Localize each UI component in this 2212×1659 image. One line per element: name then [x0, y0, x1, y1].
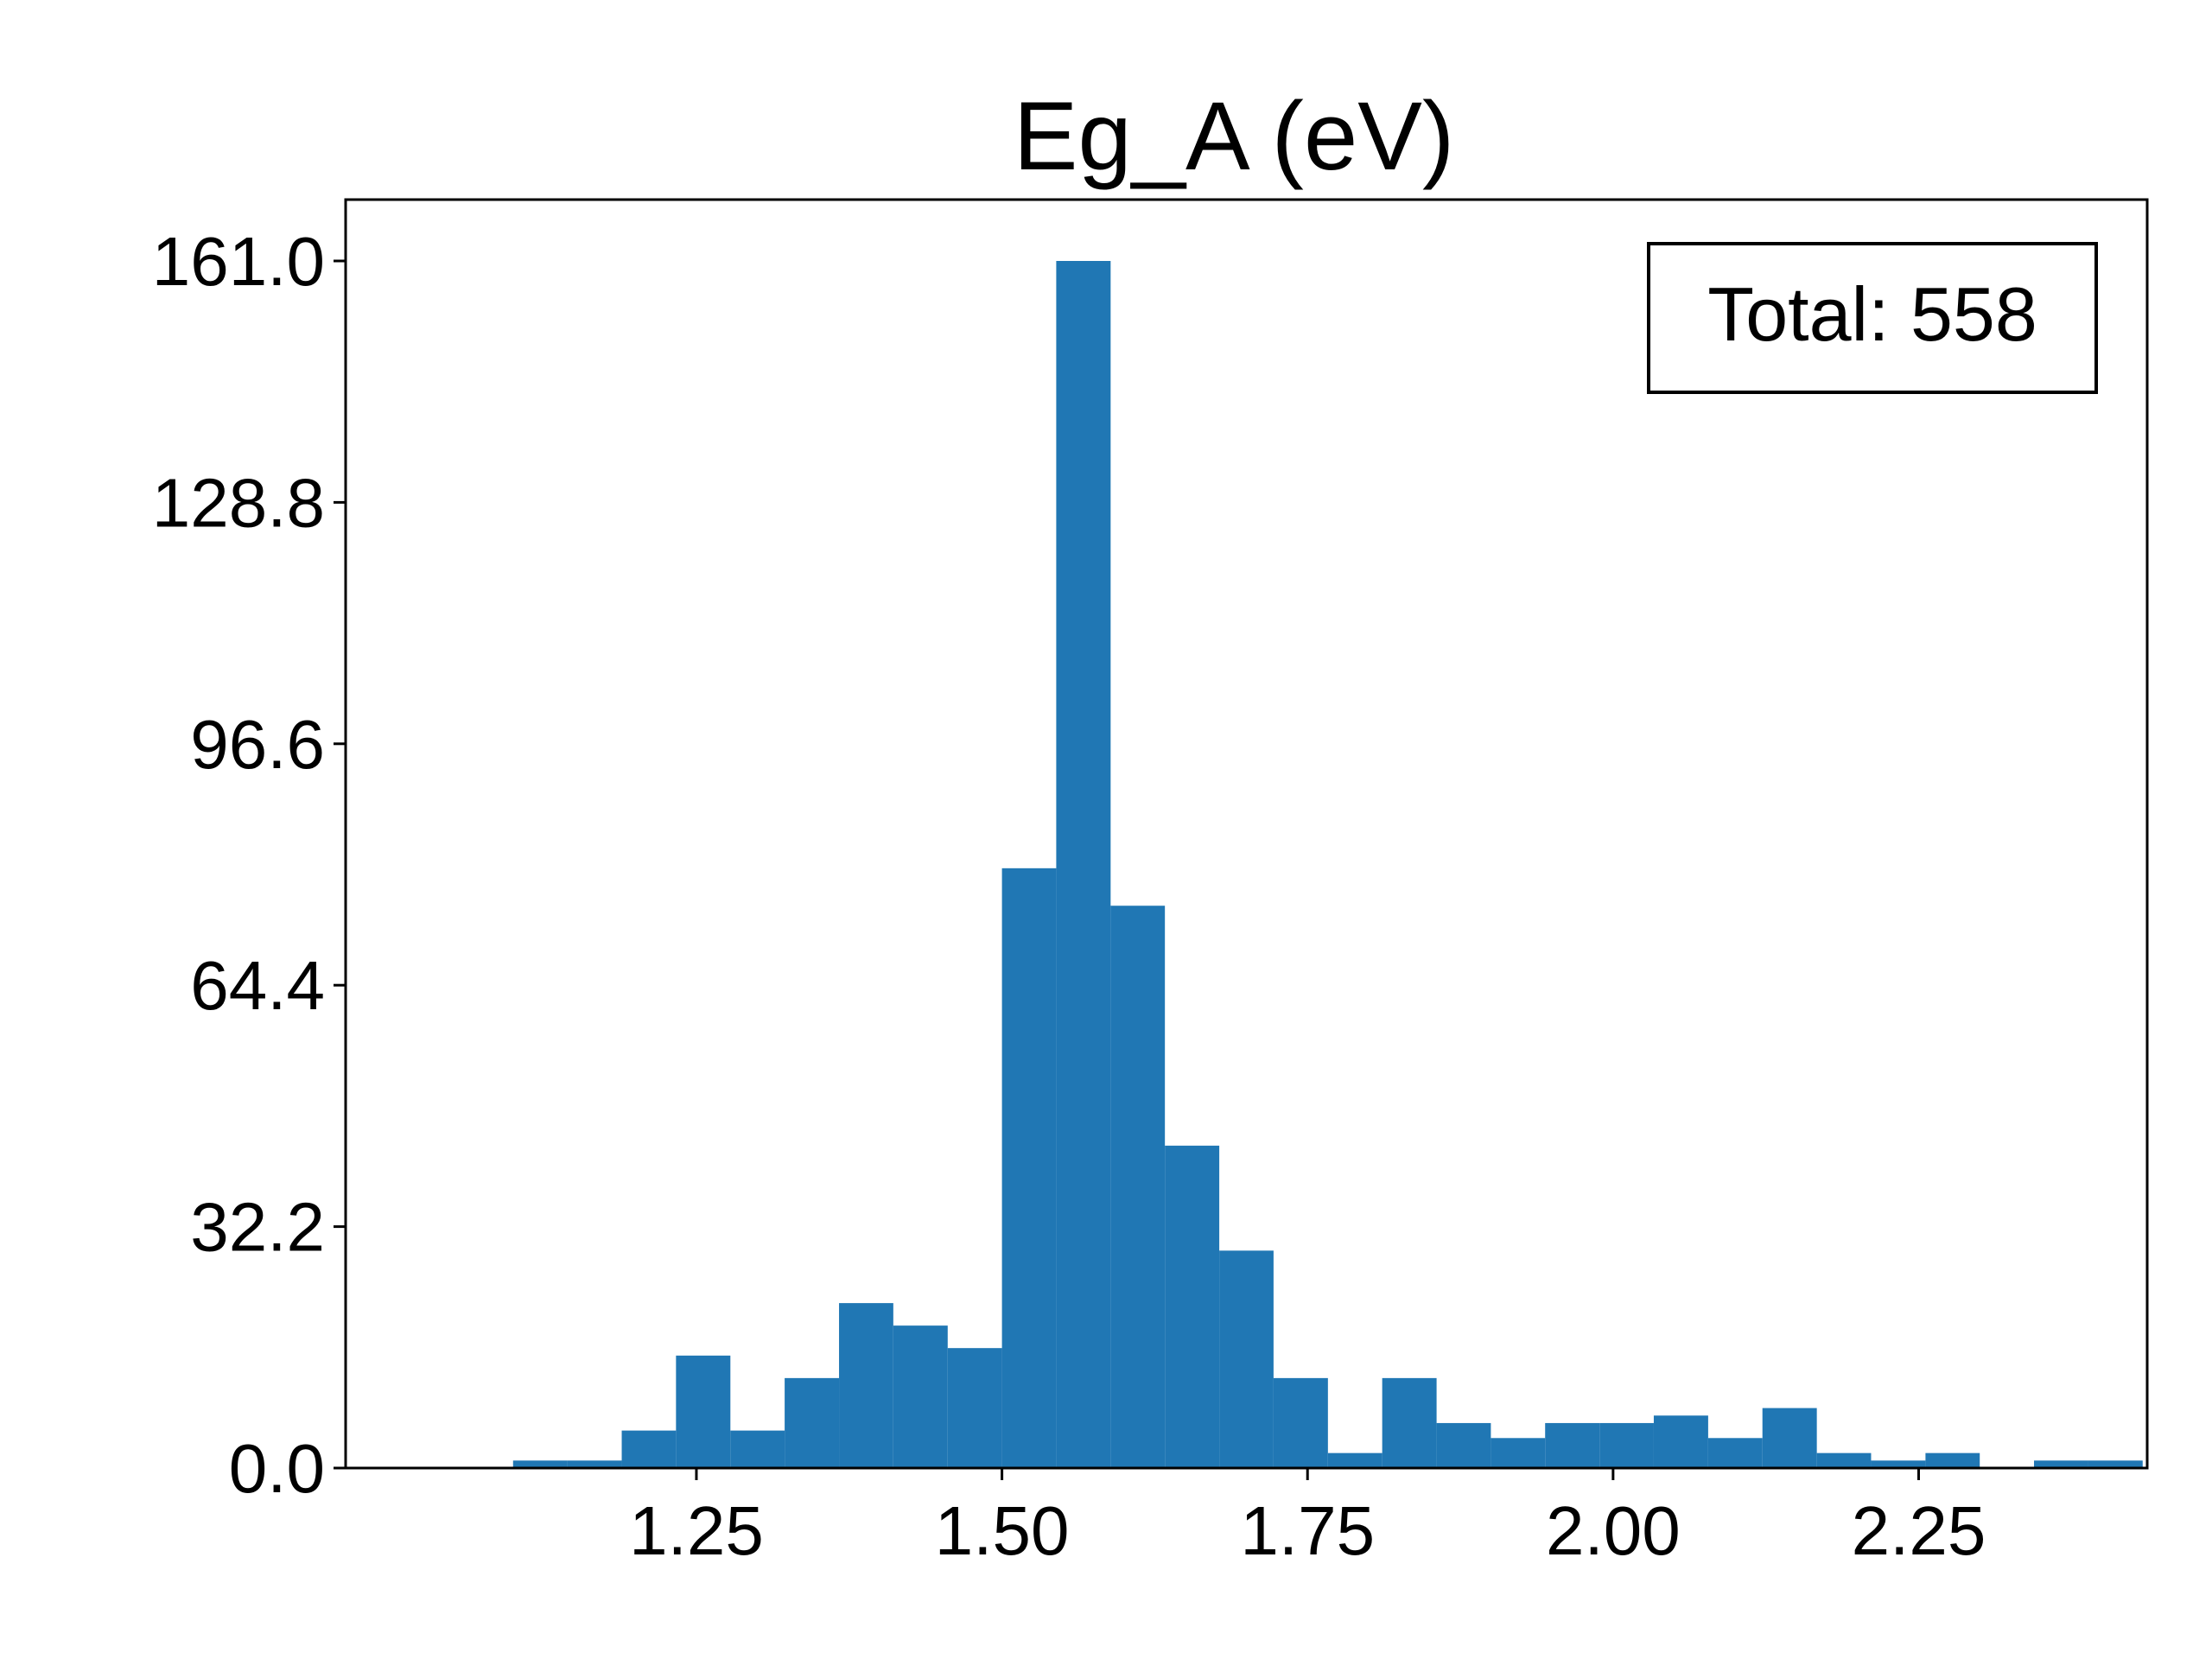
- histogram-bar: [1219, 1250, 1274, 1468]
- histogram-bar: [1273, 1377, 1328, 1468]
- histogram-bar: [1382, 1377, 1437, 1468]
- chart-title: Eg_A (eV): [1014, 82, 1455, 190]
- y-tick-label: 128.8: [152, 464, 325, 541]
- histogram-bar: [1110, 906, 1166, 1468]
- annotation-frame: [1647, 242, 2098, 394]
- histogram-bar: [1925, 1452, 1980, 1468]
- x-tick-label: 1.50: [935, 1492, 1070, 1569]
- x-tick-label: 1.25: [629, 1492, 764, 1569]
- histogram-bar: [1871, 1460, 1926, 1468]
- y-tick-label: 32.2: [190, 1189, 325, 1266]
- histogram-bar: [1001, 868, 1057, 1468]
- histogram-bar: [676, 1355, 731, 1468]
- x-tick-label: 2.00: [1546, 1492, 1681, 1569]
- y-tick-label: 64.4: [190, 947, 325, 1024]
- histogram-bar: [839, 1303, 893, 1468]
- histogram-bar: [1327, 1452, 1382, 1468]
- histogram-bar: [1762, 1408, 1817, 1468]
- annotation-text: Total: 558: [1707, 271, 2037, 357]
- annotation-box: Total: 558: [1647, 242, 2098, 394]
- histogram-bar: [1165, 1145, 1220, 1468]
- bars-group: [512, 261, 2143, 1468]
- x-tick-label: 2.25: [1852, 1492, 1986, 1569]
- histogram-bar: [1056, 261, 1111, 1468]
- histogram-bar: [567, 1460, 622, 1468]
- histogram-bar: [1491, 1438, 1546, 1468]
- y-tick-label: 0.0: [229, 1430, 325, 1507]
- histogram-bar: [512, 1460, 568, 1468]
- x-axis-ticks: 1.25 1.50 1.75 2.00 2.25: [629, 1468, 1986, 1569]
- y-tick-label: 96.6: [190, 706, 325, 783]
- histogram-bar: [2034, 1460, 2088, 1468]
- histogram-bar: [785, 1377, 840, 1468]
- histogram-bar: [2088, 1460, 2143, 1468]
- histogram-bar: [1599, 1422, 1654, 1468]
- histogram-bar: [1436, 1422, 1491, 1468]
- y-axis-ticks: 0.0 32.2 64.4 96.6 128.8 161.0: [152, 223, 346, 1507]
- plot-frame: [344, 198, 2149, 1470]
- histogram-bar: [1816, 1452, 1872, 1468]
- histogram-bar: [1653, 1415, 1708, 1468]
- histogram-bar: [893, 1325, 948, 1468]
- y-tick-label: 161.0: [152, 223, 325, 300]
- histogram-bar: [1707, 1438, 1763, 1468]
- histogram-bar: [730, 1430, 785, 1468]
- histogram-bar: [621, 1430, 677, 1468]
- histogram-bar: [1545, 1422, 1600, 1468]
- histogram-bar: [947, 1348, 1002, 1468]
- x-tick-label: 1.75: [1240, 1492, 1375, 1569]
